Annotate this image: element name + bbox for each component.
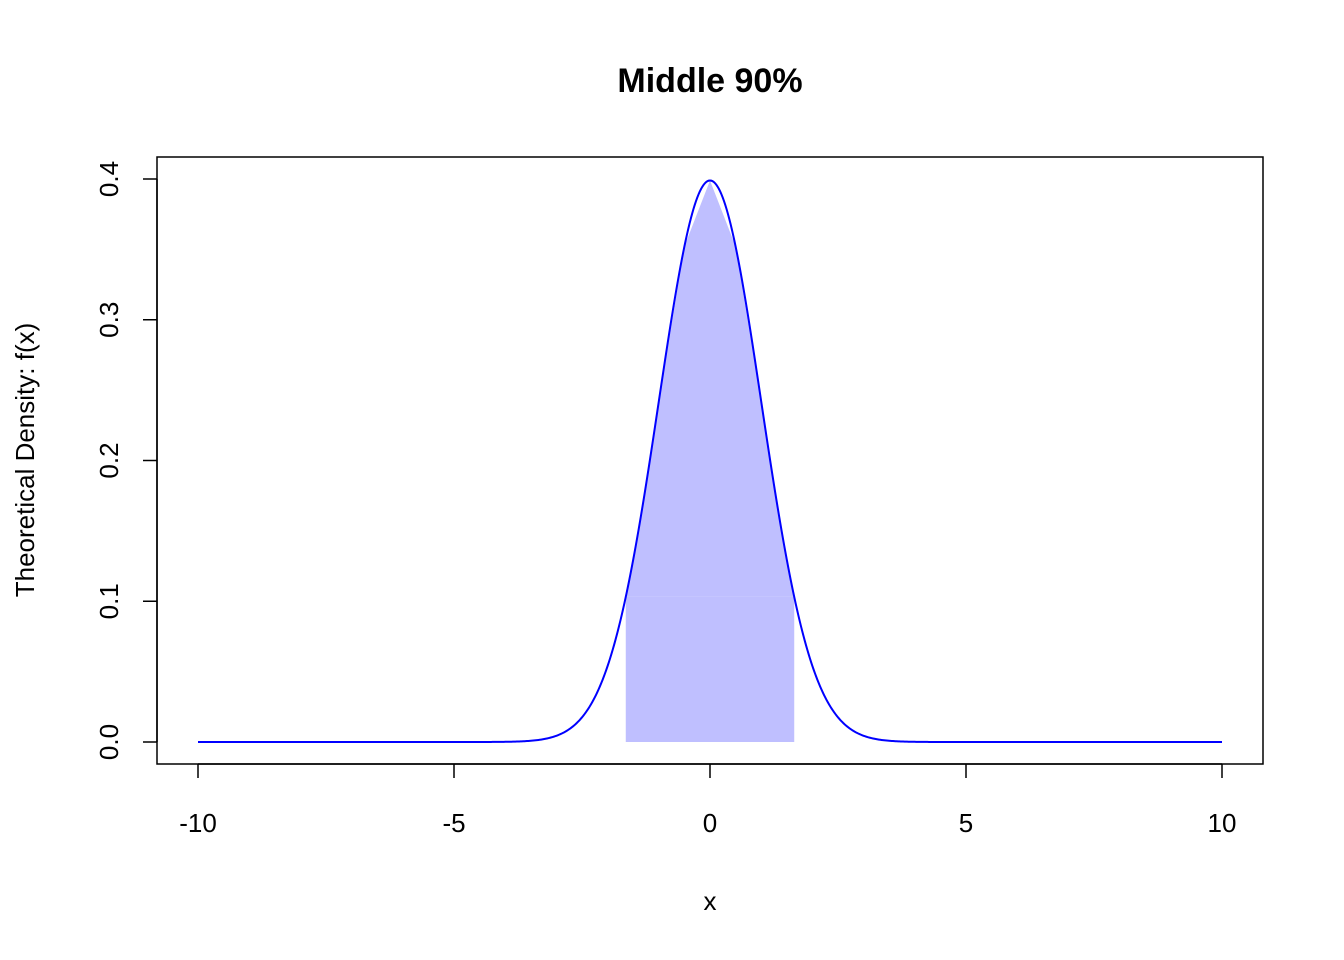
y-tick-label: 0.1 (94, 583, 124, 619)
density-curve (198, 179, 1222, 743)
shaded-region (625, 596, 795, 742)
y-tick-label: 0.3 (94, 302, 124, 338)
shaded-region-cap (625, 180, 795, 597)
x-tick-label: 0 (703, 808, 717, 838)
x-tick-label: -10 (179, 808, 217, 838)
x-tick-label: 10 (1208, 808, 1237, 838)
y-tick-label: 0.4 (94, 161, 124, 197)
y-tick-label: 0.2 (94, 442, 124, 478)
chart-title: Middle 90% (617, 62, 802, 100)
x-tick-label: -5 (442, 808, 465, 838)
y-tick-label: 0.0 (94, 724, 124, 760)
x-axis-label: x (704, 886, 717, 916)
x-tick-label: 5 (959, 808, 973, 838)
y-axis-label: Theoretical Density: f(x) (10, 323, 40, 598)
